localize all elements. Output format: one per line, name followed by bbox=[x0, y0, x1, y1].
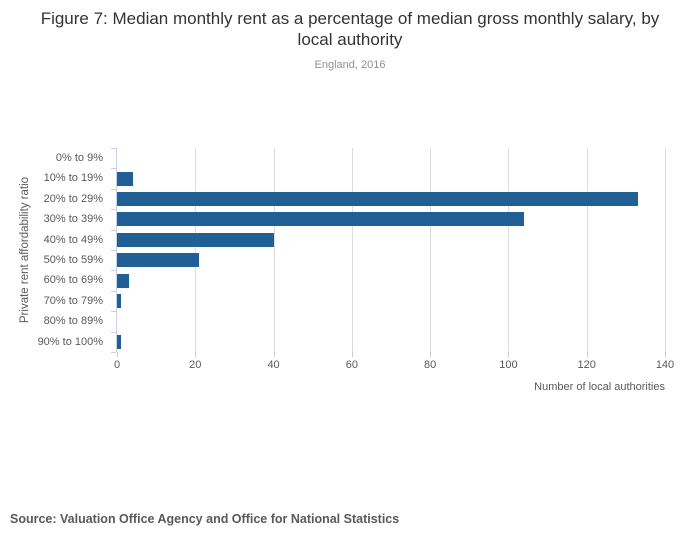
y-tick-mark bbox=[111, 270, 116, 272]
y-tick-mark bbox=[111, 311, 116, 313]
x-tick-mark-80 bbox=[430, 352, 432, 357]
y-category-label: 90% to 100% bbox=[37, 335, 103, 348]
x-tick-label-20: 20 bbox=[189, 359, 202, 371]
gridline-x-80 bbox=[430, 148, 432, 352]
y-category-label: 70% to 79% bbox=[43, 294, 103, 307]
x-tick-label-80: 80 bbox=[424, 359, 437, 371]
x-tick-label-0: 0 bbox=[113, 359, 121, 371]
y-tick-mark bbox=[111, 148, 116, 149]
y-tick-mark bbox=[111, 352, 116, 353]
x-axis-ticks: 0 20 40 60 80 100 120 140 bbox=[114, 352, 675, 374]
x-axis-title: Number of local authorities bbox=[534, 381, 665, 393]
y-category-label: 0% to 9% bbox=[55, 152, 103, 164]
x-tick-mark-100 bbox=[508, 352, 510, 357]
y-category-label: 10% to 19% bbox=[43, 172, 103, 185]
chart-title: Figure 7: Median monthly rent as a perce… bbox=[40, 9, 660, 49]
x-tick-label-100: 100 bbox=[499, 359, 518, 371]
gridline-x-20 bbox=[195, 148, 197, 352]
bar-70-to-79 bbox=[117, 294, 121, 308]
y-axis-line bbox=[116, 148, 117, 352]
y-tick-mark bbox=[111, 331, 116, 333]
bar-60-to-69 bbox=[117, 273, 129, 288]
x-tick-label-40: 40 bbox=[267, 359, 280, 371]
x-tick-mark-120 bbox=[586, 352, 588, 357]
x-tick-label-60: 60 bbox=[345, 359, 358, 371]
bar-50-to-59 bbox=[117, 253, 200, 268]
bar-20-to-29 bbox=[117, 192, 638, 206]
y-category-label: 20% to 29% bbox=[43, 192, 103, 205]
gridline-x-60 bbox=[351, 148, 353, 352]
y-tick-mark bbox=[111, 168, 116, 170]
gridline-x-140 bbox=[665, 148, 666, 352]
x-tick-mark-20 bbox=[195, 352, 197, 357]
bar-10-to-19 bbox=[117, 171, 133, 186]
y-tick-mark bbox=[111, 229, 116, 231]
y-category-label: 80% to 89% bbox=[43, 315, 103, 328]
x-tick-mark-40 bbox=[273, 352, 275, 357]
plot-area bbox=[111, 148, 675, 353]
gridline-x-40 bbox=[273, 148, 275, 352]
gridline-x-120 bbox=[586, 148, 588, 352]
chart-subtitle: England, 2016 bbox=[314, 59, 386, 71]
y-tick-mark bbox=[111, 209, 116, 211]
y-category-label: 30% to 39% bbox=[43, 213, 103, 226]
bar-40-to-49 bbox=[117, 232, 274, 247]
y-category-label: 50% to 59% bbox=[43, 254, 103, 266]
x-tick-mark-0 bbox=[117, 352, 118, 357]
gridline-x-100 bbox=[508, 148, 510, 352]
bar-90-to-100 bbox=[117, 334, 121, 349]
x-tick-mark-140 bbox=[665, 352, 666, 357]
source-note: Source: Valuation Office Agency and Offi… bbox=[10, 512, 400, 526]
y-category-labels: 0% to 9% 10% to 19% 20% to 29% 30% to 39% 40… bbox=[0, 148, 103, 352]
y-tick-mark bbox=[111, 188, 116, 190]
y-category-label: 40% to 49% bbox=[43, 233, 103, 246]
y-tick-mark bbox=[111, 250, 116, 251]
y-tick-mark bbox=[111, 290, 116, 292]
bar-30-to-39 bbox=[117, 212, 525, 227]
y-category-label: 60% to 69% bbox=[43, 274, 103, 287]
x-tick-label-120: 120 bbox=[577, 359, 596, 371]
x-tick-label-140: 140 bbox=[655, 359, 675, 371]
x-tick-mark-60 bbox=[351, 352, 353, 357]
